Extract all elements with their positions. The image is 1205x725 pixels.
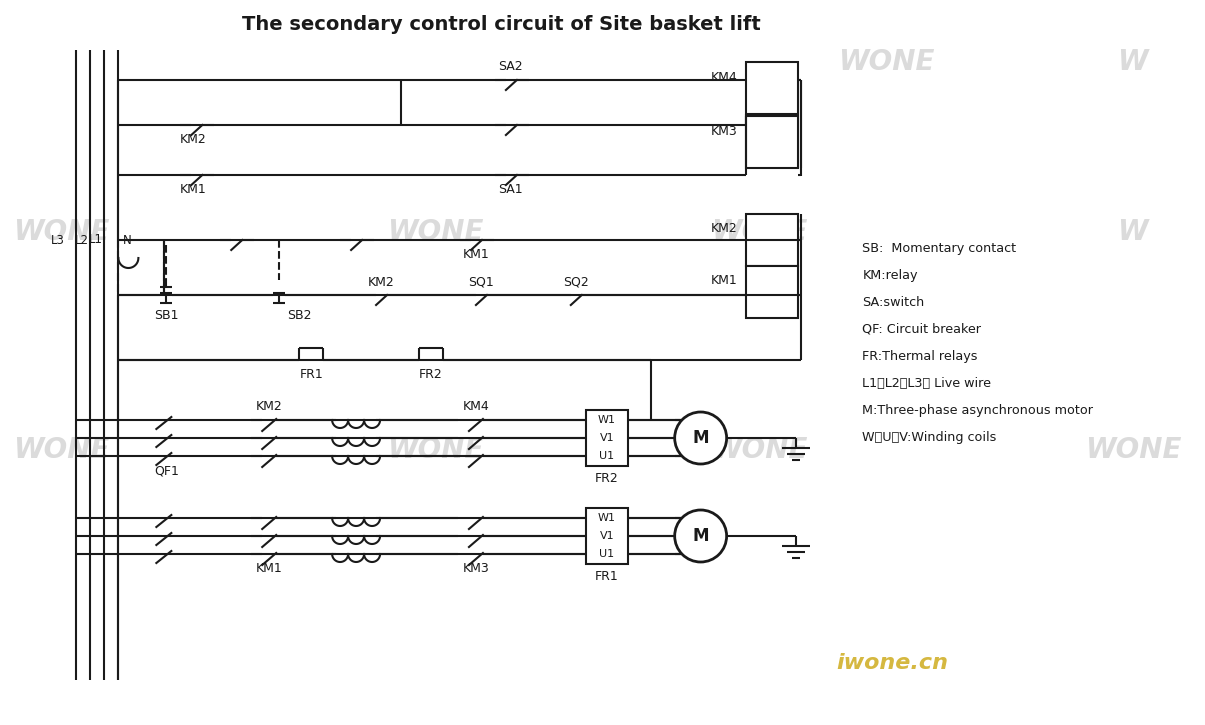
Bar — [746, 266, 798, 318]
Text: U1: U1 — [599, 549, 615, 559]
Text: KM2: KM2 — [368, 276, 394, 289]
Text: L2: L2 — [75, 233, 88, 247]
Text: KM1: KM1 — [711, 273, 737, 286]
Text: FR1: FR1 — [595, 570, 618, 582]
Text: KM2: KM2 — [255, 399, 283, 413]
Text: SA2: SA2 — [499, 59, 523, 72]
Bar — [586, 508, 628, 564]
Text: KM3: KM3 — [463, 563, 489, 576]
Text: WONE: WONE — [387, 218, 483, 246]
Text: WONE: WONE — [387, 436, 483, 463]
Text: SB2: SB2 — [287, 309, 312, 321]
Text: The secondary control circuit of Site basket lift: The secondary control circuit of Site ba… — [241, 14, 760, 33]
Text: M: M — [693, 429, 709, 447]
Text: WONE: WONE — [711, 436, 809, 463]
Text: KM1: KM1 — [255, 563, 283, 576]
Bar — [586, 410, 628, 466]
Text: N: N — [123, 233, 131, 247]
Text: W1: W1 — [598, 513, 616, 523]
Text: L1: L1 — [88, 233, 102, 246]
Text: W: W — [1117, 48, 1148, 75]
Text: WONE: WONE — [13, 218, 110, 246]
Text: W、U、V:Winding coils: W、U、V:Winding coils — [863, 431, 997, 444]
Text: KM:relay: KM:relay — [863, 268, 918, 281]
Text: FR2: FR2 — [419, 368, 443, 381]
Text: KM2: KM2 — [180, 133, 207, 146]
Text: KM1: KM1 — [180, 183, 207, 196]
Text: WONE: WONE — [1084, 436, 1181, 463]
Text: SA:switch: SA:switch — [863, 296, 924, 309]
Circle shape — [675, 412, 727, 464]
Text: WONE: WONE — [13, 436, 110, 463]
Text: FR1: FR1 — [299, 368, 323, 381]
Bar — [746, 214, 798, 266]
Text: W: W — [1117, 218, 1148, 246]
Text: M: M — [693, 527, 709, 545]
Text: KM3: KM3 — [711, 125, 737, 138]
Text: W1: W1 — [598, 415, 616, 425]
Text: SA1: SA1 — [499, 183, 523, 196]
Text: KM4: KM4 — [463, 399, 489, 413]
Text: KM1: KM1 — [463, 247, 489, 260]
Text: M:Three-phase asynchronous motor: M:Three-phase asynchronous motor — [863, 404, 1093, 416]
Text: KM2: KM2 — [711, 222, 737, 234]
Text: L3: L3 — [51, 233, 65, 247]
Text: SB1: SB1 — [154, 309, 178, 321]
Text: FR:Thermal relays: FR:Thermal relays — [863, 349, 978, 362]
Text: WONE: WONE — [837, 48, 934, 75]
Text: SQ2: SQ2 — [563, 276, 589, 289]
Text: V1: V1 — [599, 433, 615, 443]
Text: L1、L2、L3： Live wire: L1、L2、L3： Live wire — [863, 376, 992, 389]
Text: V1: V1 — [599, 531, 615, 541]
Text: KM4: KM4 — [711, 70, 737, 83]
Text: QF1: QF1 — [154, 465, 178, 478]
Text: QF: Circuit breaker: QF: Circuit breaker — [863, 323, 981, 336]
Text: U1: U1 — [599, 451, 615, 461]
Text: SQ1: SQ1 — [468, 276, 494, 289]
Bar — [746, 62, 798, 114]
Text: FR2: FR2 — [595, 471, 618, 484]
Text: SB:  Momentary contact: SB: Momentary contact — [863, 241, 1017, 254]
Circle shape — [675, 510, 727, 562]
Bar — [746, 116, 798, 168]
Text: iwone.cn: iwone.cn — [836, 653, 948, 674]
Text: WONE: WONE — [711, 218, 809, 246]
